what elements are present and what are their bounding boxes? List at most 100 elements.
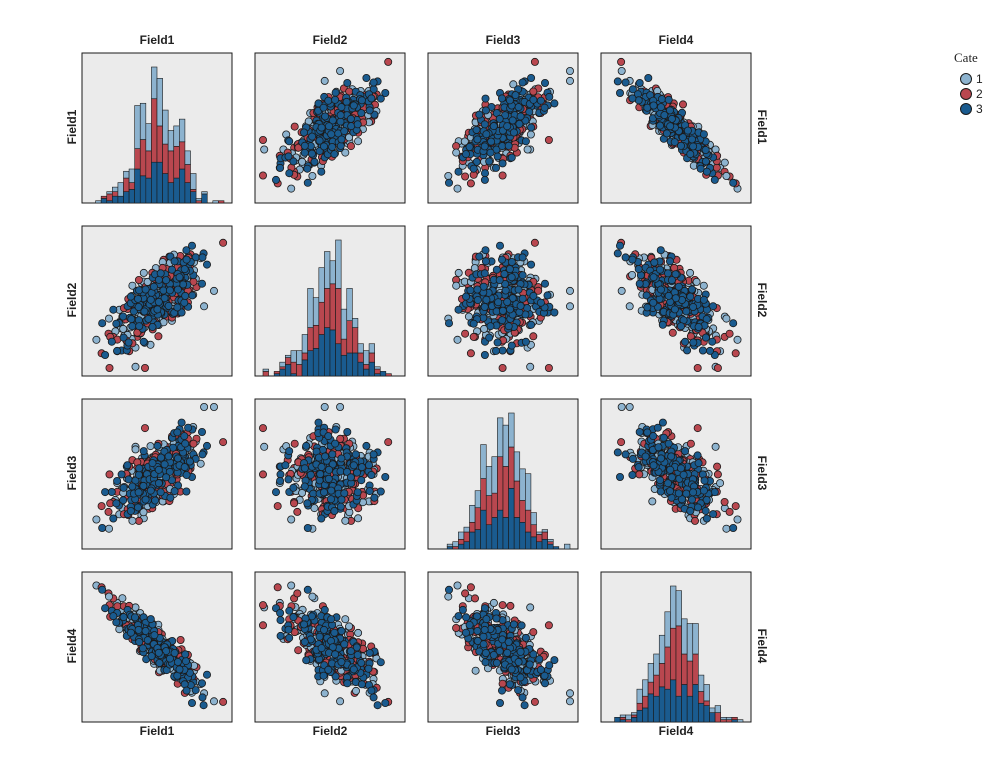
scatter-point <box>185 457 194 466</box>
scatter-point <box>164 452 173 461</box>
scatter-point <box>337 103 346 112</box>
scatter-point <box>498 306 507 315</box>
scatter-point <box>492 265 501 274</box>
scatter-point <box>461 150 470 159</box>
scatter-point <box>621 253 630 262</box>
histogram-bar <box>329 329 336 377</box>
panel-r1-c3 <box>427 52 579 204</box>
scatter-point <box>486 148 495 157</box>
scatter-point <box>384 57 393 66</box>
scatter-point <box>679 100 688 109</box>
scatter-point <box>454 268 463 277</box>
scatter-point <box>177 418 186 427</box>
scatter-point <box>659 433 668 442</box>
scatter-point <box>628 94 637 103</box>
scatter-point <box>628 470 637 479</box>
scatter-point <box>720 497 729 506</box>
histogram-bar <box>352 318 359 328</box>
scatter-point <box>722 524 731 533</box>
scatter-point <box>514 103 523 112</box>
scatter-point <box>320 76 329 85</box>
scatter-point <box>480 175 489 184</box>
scatter-point <box>686 268 695 277</box>
scatter-point <box>117 470 126 479</box>
histogram-bar <box>190 189 197 192</box>
scatter-point <box>258 470 267 479</box>
scatter-point <box>336 111 345 120</box>
scatter-point <box>710 175 719 184</box>
scatter-point <box>733 335 742 344</box>
scatter-point <box>643 303 652 312</box>
scatter-point <box>155 659 164 668</box>
scatter-point <box>107 337 116 346</box>
scatter-point <box>498 363 507 372</box>
scatter-point <box>324 122 333 131</box>
histogram-bar <box>162 143 169 174</box>
histogram-bar <box>173 125 180 147</box>
scatter-point <box>182 470 191 479</box>
scatter-point <box>343 427 352 436</box>
scatter-point <box>140 424 149 433</box>
scatter-point <box>664 269 673 278</box>
histogram-bar <box>480 478 487 511</box>
histogram-bar <box>536 534 543 543</box>
histogram-bar <box>139 175 147 204</box>
scatter-point <box>324 432 333 441</box>
scatter-point <box>276 163 285 172</box>
scatter-point <box>521 337 530 346</box>
scatter-point <box>682 307 691 316</box>
scatter-point <box>689 338 698 347</box>
histogram-bar <box>547 541 554 545</box>
scatter-point <box>357 109 366 118</box>
histogram-bar <box>151 66 158 100</box>
scatter-point <box>495 241 504 250</box>
scatter-point <box>154 332 163 341</box>
scatter-point <box>150 631 159 640</box>
scatter-point <box>485 333 494 342</box>
histogram-bar <box>195 200 202 204</box>
scatter-point <box>105 524 114 533</box>
histogram-bar <box>502 466 509 518</box>
scatter-point <box>258 171 267 180</box>
scatter-point <box>666 106 675 115</box>
histogram-bar <box>480 509 487 550</box>
scatter-point <box>543 291 552 300</box>
scatter-point <box>321 112 330 121</box>
histogram-bar <box>508 412 515 448</box>
scatter-point <box>616 472 625 481</box>
scatter-point <box>613 448 622 457</box>
scatter-point <box>315 136 324 145</box>
histogram-bar <box>106 193 113 202</box>
scatter-point <box>514 285 523 294</box>
scatter-point <box>357 476 366 485</box>
scatter-point <box>105 314 114 323</box>
histogram-bar <box>318 334 325 377</box>
scatter-point <box>347 122 356 131</box>
scatter-point <box>260 145 269 154</box>
scatter-point <box>511 91 520 100</box>
scatter-point <box>649 101 658 110</box>
scatter-point <box>167 265 176 274</box>
scatter-point <box>699 130 708 139</box>
scatter-point <box>656 121 665 130</box>
scatter-point <box>182 487 191 496</box>
scatter-point <box>494 298 503 307</box>
panel-r3-c1 <box>81 398 233 550</box>
scatter-point <box>369 78 378 87</box>
histogram-bar <box>469 521 476 533</box>
scatter-point <box>133 503 142 512</box>
scatter-point <box>113 476 122 485</box>
scatter-point <box>336 141 345 150</box>
histogram-bar <box>167 182 175 204</box>
histogram-bar <box>145 123 152 152</box>
scatter-point <box>693 363 702 372</box>
histogram-bar <box>151 161 158 204</box>
scatter-point <box>708 337 717 346</box>
scatter-point <box>621 450 630 459</box>
scatter-point <box>324 474 333 483</box>
scatter-point <box>701 157 710 166</box>
scatter-point <box>453 335 462 344</box>
scatter-point <box>273 502 282 511</box>
scatter-point <box>677 141 686 150</box>
scatter-point <box>518 271 527 280</box>
